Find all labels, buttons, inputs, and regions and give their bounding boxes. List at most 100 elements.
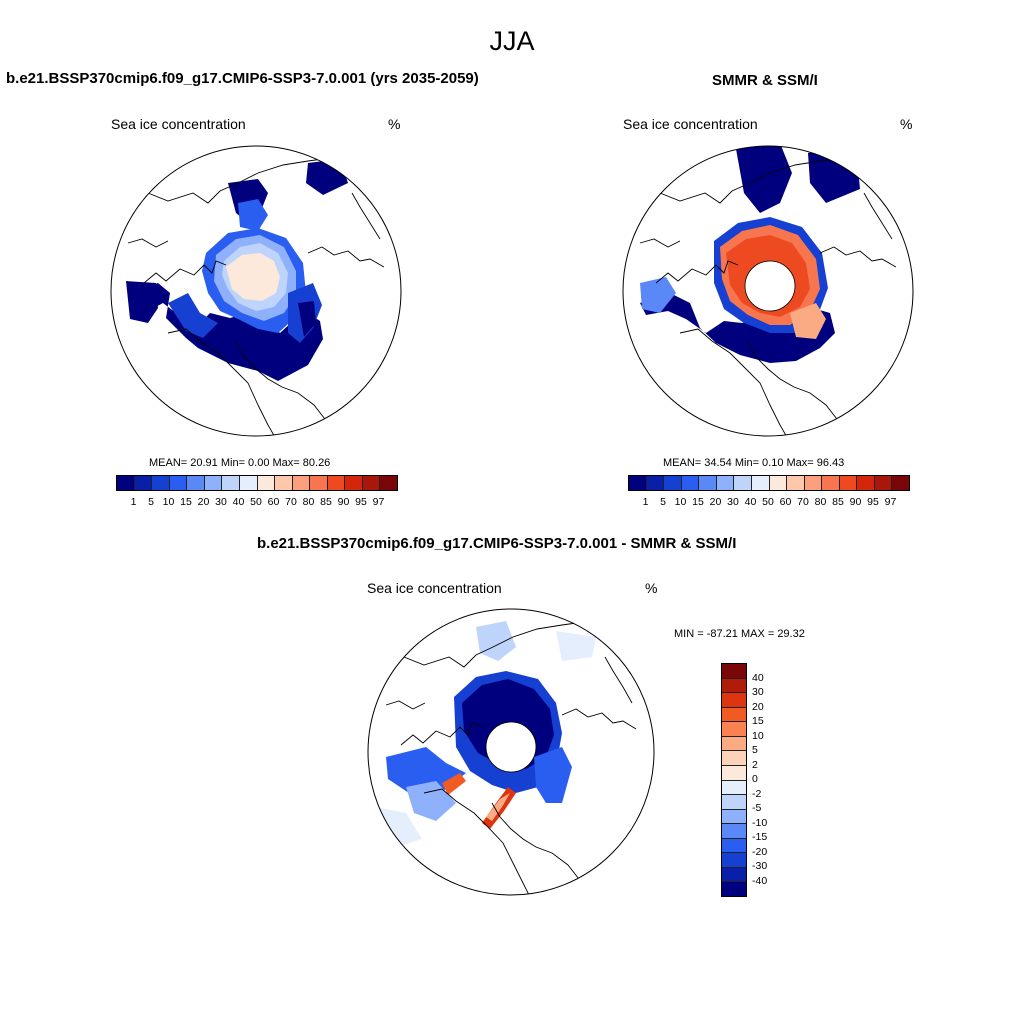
colorbar-tick-label: 40 xyxy=(752,671,764,684)
colorbar-box xyxy=(152,476,170,490)
colorbar-box xyxy=(722,736,746,752)
colorbar-tick-label: 15 xyxy=(752,715,764,727)
model-colorbar xyxy=(116,475,398,491)
colorbar-box xyxy=(722,824,746,839)
colorbar-box xyxy=(722,838,746,854)
colorbar-box xyxy=(380,476,397,490)
colorbar-box xyxy=(629,476,647,490)
colorbar-box xyxy=(874,476,893,490)
model-units-label: % xyxy=(388,116,401,132)
colorbar-tick-label: 90 xyxy=(337,496,350,508)
colorbar-tick-label: 60 xyxy=(267,496,280,508)
colorbar-box xyxy=(722,795,746,810)
diff-colorbar xyxy=(721,663,747,897)
colorbar-tick-label: 70 xyxy=(285,496,297,508)
colorbar-box xyxy=(327,476,346,490)
colorbar-tick-label: -30 xyxy=(752,860,768,872)
colorbar-box xyxy=(117,476,135,490)
diff-stats: MIN = -87.21 MAX = 29.32 xyxy=(674,628,805,640)
colorbar-tick-label: 2 xyxy=(752,758,758,771)
colorbar-tick-label: 20 xyxy=(197,496,210,508)
colorbar-box xyxy=(787,476,805,490)
colorbar-box xyxy=(722,664,746,679)
colorbar-box xyxy=(292,476,311,490)
colorbar-tick-label: 15 xyxy=(692,496,704,508)
colorbar-tick-label: 0 xyxy=(752,773,758,785)
colorbar-tick-label: 20 xyxy=(752,700,764,713)
colorbar-tick-label: 1 xyxy=(130,496,137,508)
colorbar-tick-label: 95 xyxy=(355,496,367,508)
colorbar-box xyxy=(722,751,746,766)
colorbar-tick-label: 95 xyxy=(867,496,879,508)
colorbar-box xyxy=(722,722,746,737)
colorbar-box xyxy=(769,476,788,490)
colorbar-tick-label: 80 xyxy=(302,496,315,508)
colorbar-tick-label: -5 xyxy=(752,802,762,814)
colorbar-box xyxy=(722,765,746,781)
colorbar-box xyxy=(734,476,752,490)
diff-units-label: % xyxy=(645,580,658,596)
colorbar-box xyxy=(722,882,746,896)
colorbar-tick-label: 5 xyxy=(148,496,154,508)
colorbar-tick-label: 85 xyxy=(832,496,844,508)
colorbar-tick-label: 60 xyxy=(779,496,792,508)
colorbar-box xyxy=(804,476,823,490)
colorbar-box xyxy=(204,476,223,490)
model-variable-label: Sea ice concentration xyxy=(111,116,246,132)
colorbar-tick-label: 80 xyxy=(814,496,827,508)
colorbar-box xyxy=(892,476,909,490)
colorbar-tick-label: 40 xyxy=(744,496,757,508)
colorbar-box xyxy=(310,476,328,490)
colorbar-tick-label: 15 xyxy=(180,496,192,508)
obs-panel-title: SMMR & SSM/I xyxy=(712,72,818,89)
diff-polar-map xyxy=(367,608,655,896)
colorbar-tick-label: 50 xyxy=(762,496,774,508)
colorbar-tick-label: 20 xyxy=(709,496,722,508)
colorbar-tick-label: 10 xyxy=(674,496,687,508)
colorbar-box xyxy=(646,476,665,490)
colorbar-box xyxy=(751,476,770,490)
colorbar-tick-label: 10 xyxy=(162,496,175,508)
colorbar-box xyxy=(257,476,276,490)
obs-stats: MEAN= 34.54 Min= 0.10 Max= 96.43 xyxy=(663,457,845,469)
colorbar-tick-label: 40 xyxy=(232,496,245,508)
colorbar-box xyxy=(222,476,240,490)
colorbar-box xyxy=(664,476,682,490)
colorbar-tick-label: -10 xyxy=(752,816,768,829)
figure-title: JJA xyxy=(489,26,535,56)
colorbar-tick-label: 30 xyxy=(727,496,739,508)
colorbar-box xyxy=(722,780,746,796)
colorbar-tick-label: -2 xyxy=(752,787,762,800)
obs-polar-map xyxy=(622,145,914,437)
colorbar-box xyxy=(169,476,188,490)
colorbar-box xyxy=(345,476,363,490)
colorbar-tick-label: 10 xyxy=(752,729,764,742)
colorbar-tick-label: 90 xyxy=(849,496,862,508)
colorbar-box xyxy=(187,476,205,490)
colorbar-box xyxy=(716,476,735,490)
model-panel-title: b.e21.BSSP370cmip6.f09_g17.CMIP6-SSP3-7.… xyxy=(6,70,479,87)
colorbar-tick-label: 50 xyxy=(250,496,262,508)
colorbar-tick-label: 97 xyxy=(884,496,897,508)
model-stats: MEAN= 20.91 Min= 0.00 Max= 80.26 xyxy=(149,457,331,469)
colorbar-tick-label: -15 xyxy=(752,831,768,843)
model-polar-map xyxy=(110,145,402,437)
colorbar-box xyxy=(722,853,746,868)
colorbar-tick-label: 97 xyxy=(372,496,385,508)
diff-variable-label: Sea ice concentration xyxy=(367,580,502,596)
colorbar-tick-label: 5 xyxy=(660,496,666,508)
colorbar-tick-label: 30 xyxy=(215,496,227,508)
colorbar-tick-label: 1 xyxy=(642,496,649,508)
colorbar-tick-label: 5 xyxy=(752,744,758,756)
colorbar-box xyxy=(134,476,153,490)
colorbar-tick-label: 30 xyxy=(752,686,764,698)
obs-variable-label: Sea ice concentration xyxy=(623,116,758,132)
colorbar-box xyxy=(239,476,258,490)
colorbar-tick-label: 70 xyxy=(797,496,809,508)
colorbar-box xyxy=(722,707,746,723)
obs-colorbar xyxy=(628,475,910,491)
colorbar-box xyxy=(699,476,717,490)
colorbar-box xyxy=(362,476,381,490)
colorbar-box xyxy=(722,809,746,825)
colorbar-box xyxy=(722,678,746,694)
